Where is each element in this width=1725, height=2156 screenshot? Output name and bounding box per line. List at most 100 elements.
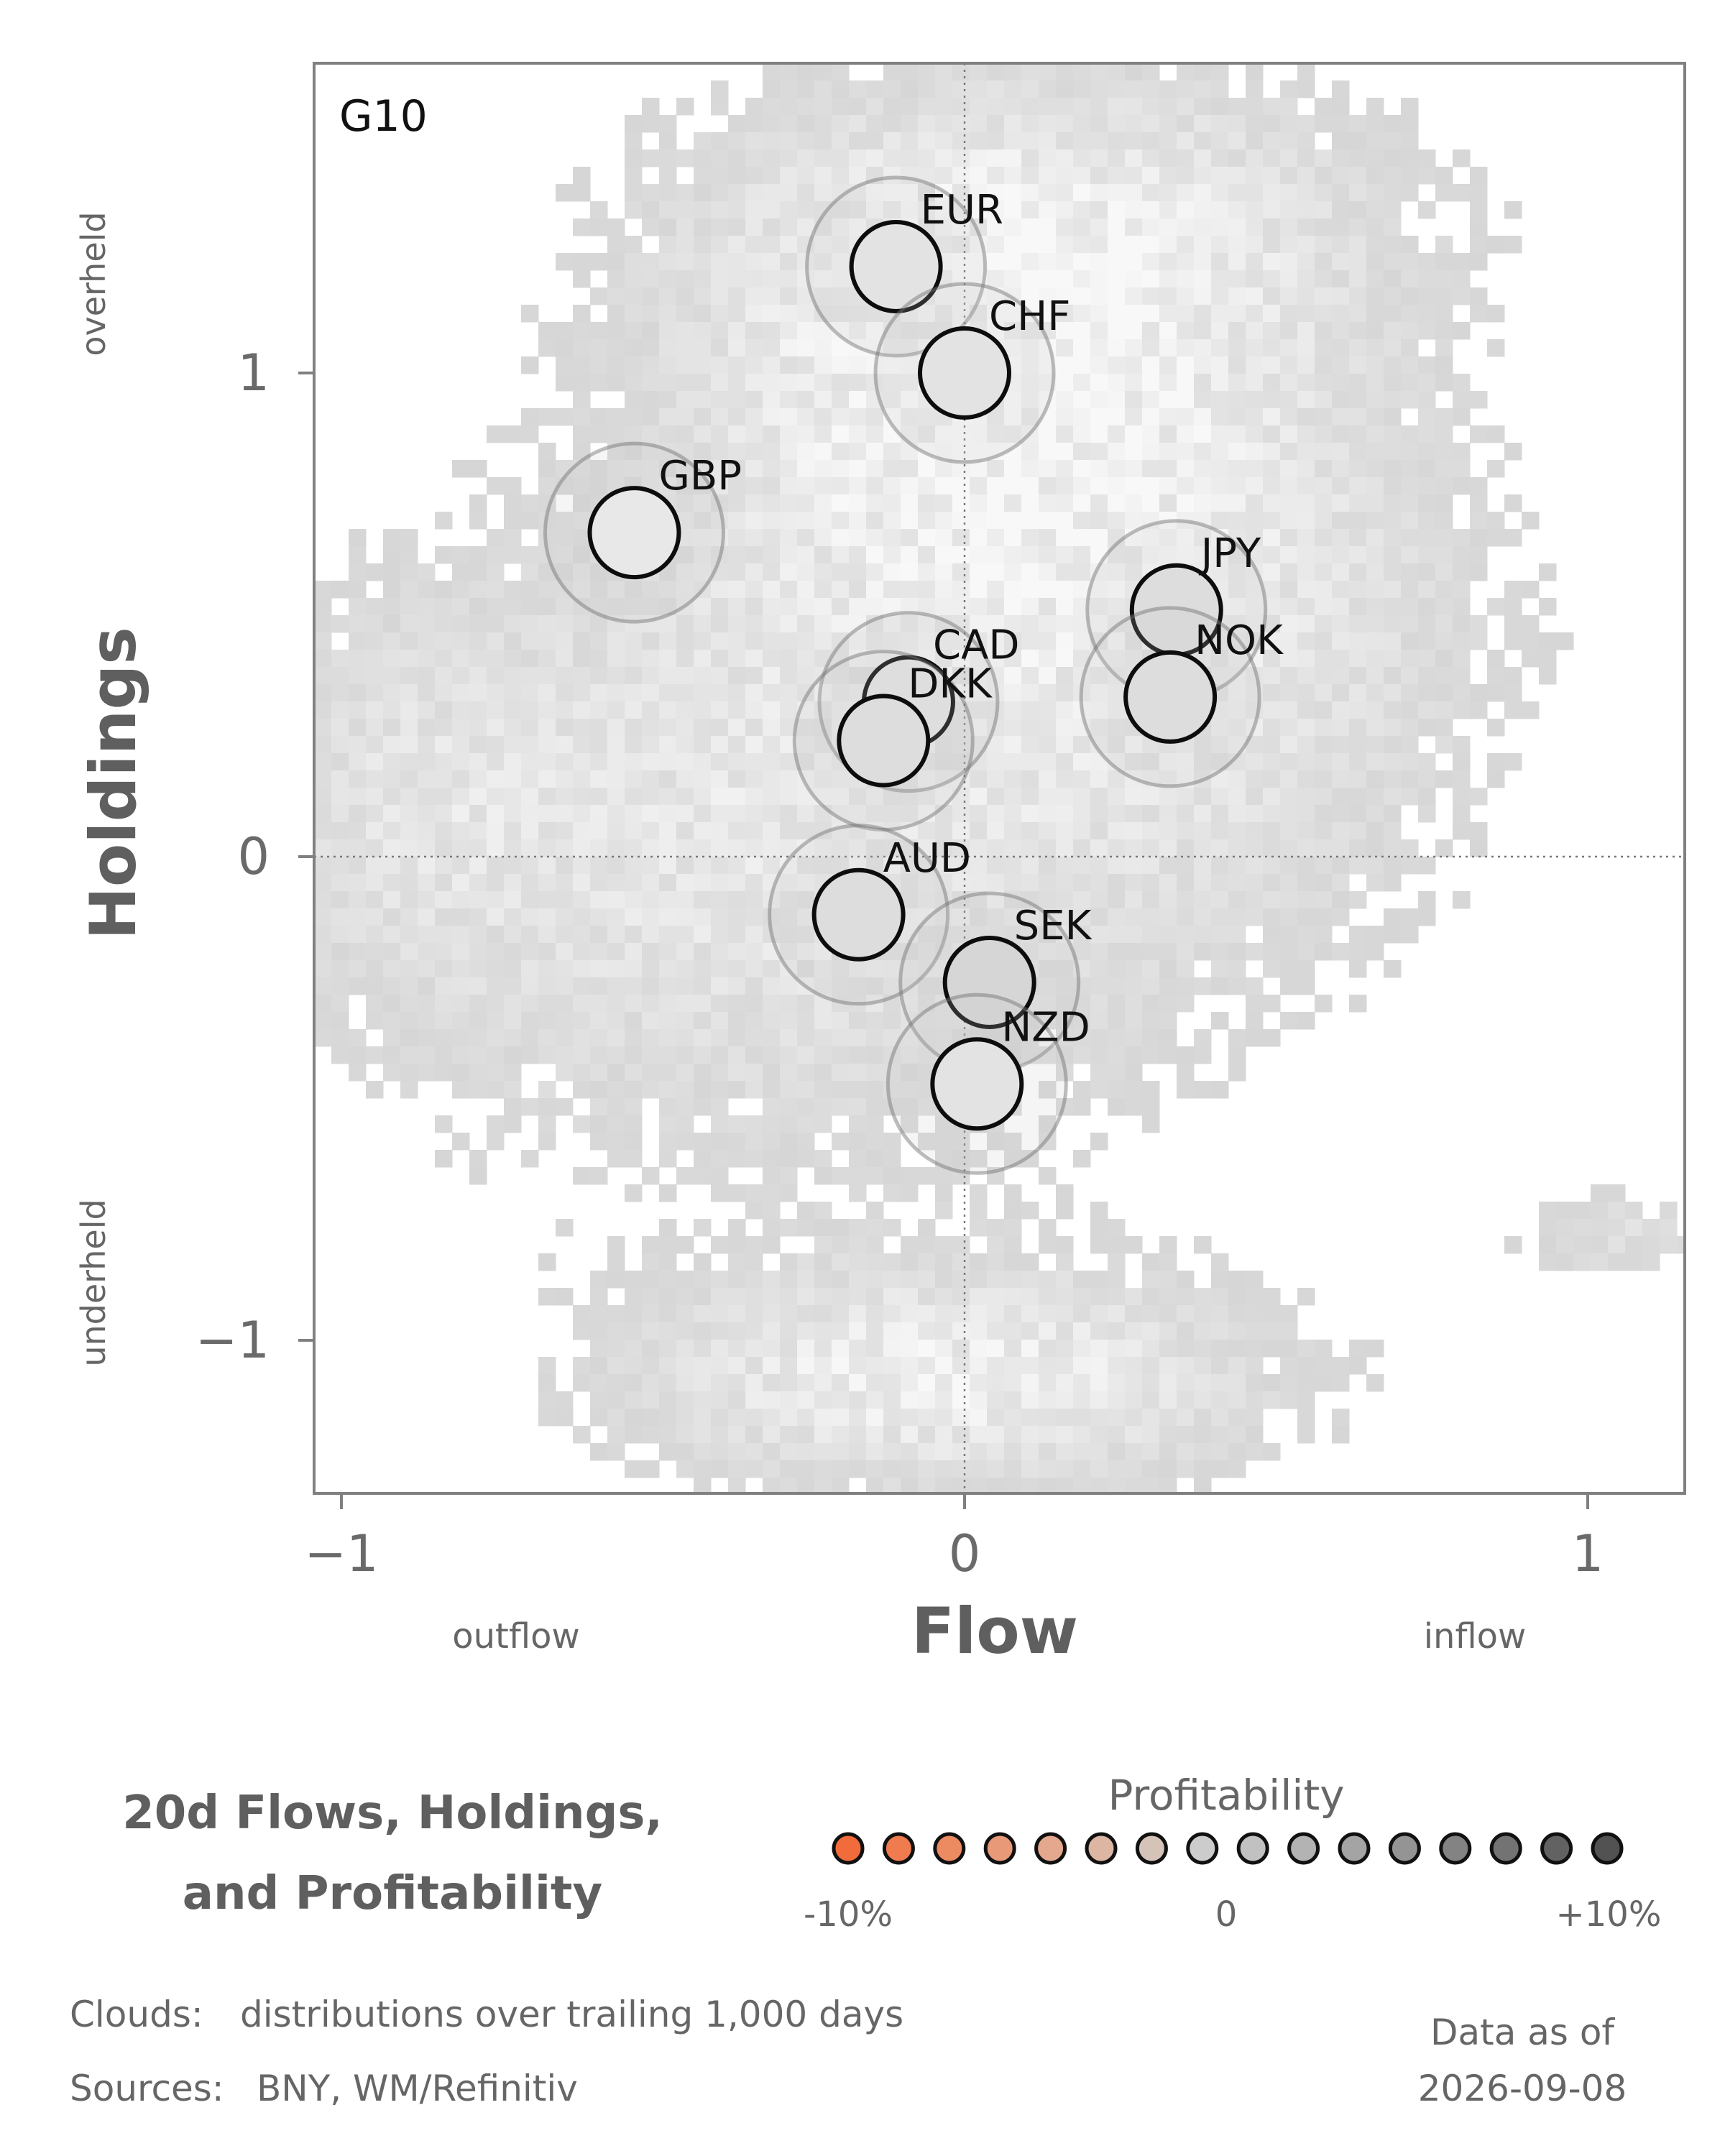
cloud-cell xyxy=(797,1305,815,1323)
cloud-cell xyxy=(745,632,763,650)
cloud-cell xyxy=(1228,943,1246,961)
cloud-cell xyxy=(970,615,988,633)
cloud-cell xyxy=(970,1288,988,1306)
cloud-cell xyxy=(1453,632,1471,650)
cloud-cell xyxy=(711,201,729,219)
cloud-cell xyxy=(452,1133,470,1151)
cloud-cell xyxy=(763,701,781,719)
cloud-cell xyxy=(1453,667,1471,685)
cloud-cell xyxy=(1332,356,1350,374)
cloud-cell xyxy=(1194,356,1212,374)
cloud-cell xyxy=(1125,218,1143,236)
cloud-cell xyxy=(349,684,367,702)
cloud-cell xyxy=(849,1374,867,1392)
cloud-cell xyxy=(556,477,574,495)
cloud-cell xyxy=(487,874,505,892)
cloud-cell xyxy=(797,167,815,185)
cloud-cell xyxy=(1418,201,1436,219)
cloud-cell xyxy=(1366,132,1384,150)
cloud-cell xyxy=(1384,477,1402,495)
cloud-cell xyxy=(1108,512,1126,530)
cloud-cell xyxy=(1021,1253,1039,1271)
cloud-cell xyxy=(676,1029,694,1047)
cloud-cell xyxy=(590,1443,608,1461)
cloud-cell xyxy=(1263,788,1281,806)
cloud-cell xyxy=(435,1046,453,1064)
cloud-cell xyxy=(1177,339,1195,357)
cloud-cell xyxy=(1125,1409,1143,1427)
cloud-cell xyxy=(590,615,608,633)
cloud-cell xyxy=(694,805,712,823)
cloud-cell xyxy=(1384,460,1402,478)
cloud-cell xyxy=(1159,356,1177,374)
cloud-cell xyxy=(849,1322,867,1340)
cloud-cell xyxy=(1591,1219,1609,1237)
cloud-cell xyxy=(521,857,539,875)
cloud-cell xyxy=(1056,615,1074,633)
cloud-cell xyxy=(763,1046,781,1064)
cloud-cell xyxy=(1004,839,1022,857)
cloud-cell xyxy=(711,236,729,254)
cloud-cell xyxy=(573,563,591,581)
cloud-cell xyxy=(1280,874,1298,892)
cloud-cell xyxy=(1435,650,1453,668)
cloud-cell xyxy=(452,753,470,771)
cloud-cell xyxy=(1297,425,1315,443)
cloud-cell xyxy=(366,891,384,909)
cloud-cell xyxy=(849,822,867,840)
cloud-cell xyxy=(711,1374,729,1392)
cloud-cell xyxy=(607,1426,625,1444)
cloud-cell xyxy=(504,529,522,547)
cloud-cell xyxy=(780,1305,798,1323)
cloud-cell xyxy=(745,1322,763,1340)
cloud-cell xyxy=(1194,374,1212,392)
cloud-cell xyxy=(1315,494,1333,512)
cloud-cell xyxy=(883,1322,901,1340)
cloud-cell xyxy=(1194,115,1212,133)
cloud-cell xyxy=(745,1460,763,1478)
point-label: AUD xyxy=(883,835,971,882)
cloud-cell xyxy=(1056,563,1074,581)
cloud-cell xyxy=(797,770,815,788)
cloud-cell xyxy=(780,977,798,995)
cloud-cell xyxy=(918,305,936,323)
cloud-cell xyxy=(952,1133,970,1151)
cloud-cell xyxy=(1539,563,1557,581)
cloud-cell xyxy=(987,443,1005,461)
cloud-cell xyxy=(952,529,970,547)
cloud-cell xyxy=(573,943,591,961)
cloud-cell xyxy=(1366,615,1384,633)
cloud-cell xyxy=(1021,270,1039,288)
cloud-cell xyxy=(469,701,487,719)
cloud-cell xyxy=(1418,167,1436,185)
cloud-cell xyxy=(1211,253,1229,271)
cloud-cell xyxy=(1280,408,1298,426)
cloud-cell xyxy=(918,1236,936,1254)
cloud-cell xyxy=(832,960,850,978)
cloud-cell xyxy=(1159,1391,1177,1409)
cloud-cell xyxy=(814,719,832,737)
cloud-cell xyxy=(763,494,781,512)
cloud-cell xyxy=(763,753,781,771)
cloud-cell xyxy=(797,926,815,944)
cloud-cell xyxy=(694,1098,712,1116)
cloud-cell xyxy=(849,1081,867,1099)
cloud-cell xyxy=(1280,1374,1298,1392)
cloud-cell xyxy=(1056,926,1074,944)
cloud-cell xyxy=(1349,322,1367,340)
cloud-cell xyxy=(970,1253,988,1271)
cloud-cell xyxy=(1194,167,1212,185)
cloud-cell xyxy=(573,443,591,461)
cloud-cell xyxy=(1453,891,1471,909)
cloud-cell xyxy=(1228,1046,1246,1064)
cloud-cell xyxy=(1608,1253,1626,1271)
cloud-cell xyxy=(1159,460,1177,478)
cloud-cell xyxy=(659,1098,677,1116)
cloud-cell xyxy=(866,529,884,547)
cloud-cell xyxy=(383,770,401,788)
cloud-cell xyxy=(728,149,746,167)
cloud-cell xyxy=(659,1305,677,1323)
cloud-cell xyxy=(952,1460,970,1478)
cloud-cell xyxy=(935,115,953,133)
cloud-cell xyxy=(1573,1236,1591,1254)
